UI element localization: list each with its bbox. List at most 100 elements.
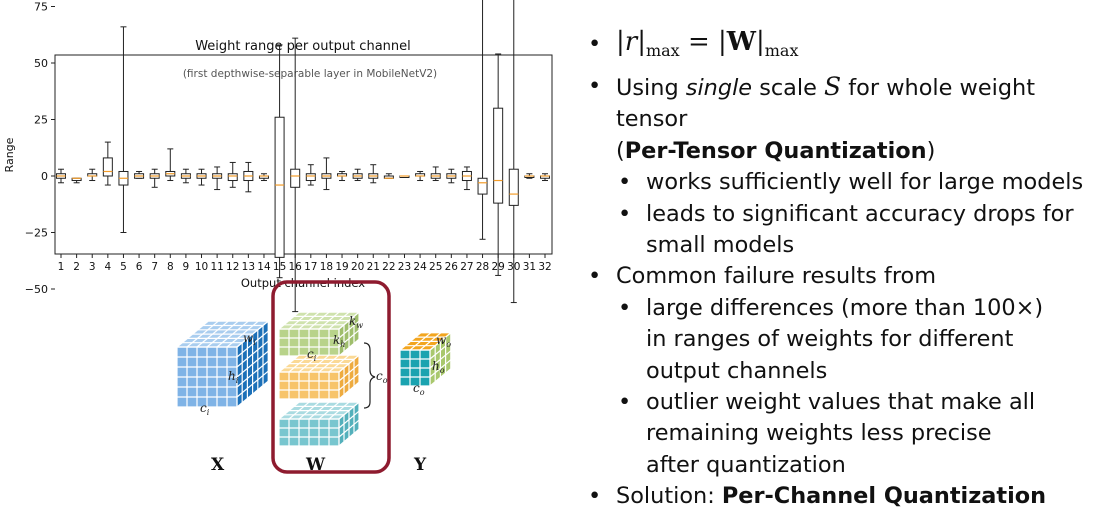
x-tick-label: 9 xyxy=(183,261,190,273)
x-tick-label: 4 xyxy=(104,261,111,273)
figure-panel: Weight range per output channel (first d… xyxy=(3,0,553,475)
cube-grid-line xyxy=(236,330,269,358)
cube-grid-line xyxy=(338,354,360,373)
x-tick-label: 17 xyxy=(304,261,317,273)
box-channel-25 xyxy=(430,166,441,182)
x-tick-label: 5 xyxy=(120,261,127,273)
label-kw: kw xyxy=(349,314,363,330)
cube-y xyxy=(399,332,452,387)
label-wi: wi xyxy=(243,331,256,347)
x-tick-label: 12 xyxy=(226,261,239,273)
box-iqr xyxy=(274,116,285,258)
cube-grid-line xyxy=(429,368,452,387)
cube-grid-line xyxy=(338,311,360,330)
x-tick-label: 18 xyxy=(320,261,333,273)
bullet-outliers: • outlier weight values that make all re… xyxy=(618,389,1036,478)
x-tick-label: 13 xyxy=(242,261,255,273)
box-channel-27 xyxy=(461,166,472,191)
cube-grid-line xyxy=(429,332,452,351)
cube-grid-line xyxy=(338,320,360,339)
y-axis-label: Range xyxy=(3,137,16,172)
box-channel-24 xyxy=(415,170,426,182)
formula-line: • |r|max = |W|max xyxy=(588,22,1103,71)
box-channel-7 xyxy=(149,168,160,188)
cube-grid-line xyxy=(429,341,452,360)
chart-title: Weight range per output channel xyxy=(195,39,411,54)
x-tick-label: 25 xyxy=(429,261,442,273)
x-ticks: 1 2 3 4 5 6 7 8 9 10 11 12 13 14 15 16 17 18 19 20 21 22 23 24 2… xyxy=(58,254,552,273)
bullet-dot: • xyxy=(618,294,632,321)
cube-x xyxy=(176,320,269,408)
x-tick-label: 27 xyxy=(460,261,473,273)
box-channel-1 xyxy=(56,168,66,184)
x-tick-label: 24 xyxy=(413,261,427,273)
plot-frame xyxy=(54,54,553,255)
box-channel-22 xyxy=(383,173,394,179)
cube-grid-line xyxy=(338,372,360,391)
label-wo: wo xyxy=(436,333,451,349)
box-channel-28 xyxy=(477,0,488,240)
x-tick-label: 2 xyxy=(73,261,80,273)
box-channel-9 xyxy=(180,168,191,184)
x-tick-label: 22 xyxy=(382,261,395,273)
bullet-large-models: • works sufficiently well for large mode… xyxy=(588,167,1103,198)
bullet-dot: • xyxy=(588,263,602,290)
tensor-diagram: wi hi ci kw kh ci co wo ho co X W Y xyxy=(176,280,452,475)
y-tick-label: −25 xyxy=(25,227,48,240)
box-iqr xyxy=(102,157,113,177)
box-channel-18 xyxy=(321,157,332,191)
cube-grid-line xyxy=(236,360,269,388)
cube-grid-line xyxy=(338,419,360,438)
box-channel-29 xyxy=(493,53,504,276)
x-tick-label: 7 xyxy=(151,261,158,273)
bullet-failure: • Common failure results from xyxy=(588,261,1103,292)
box-channel-14 xyxy=(258,173,269,182)
x-tick-label: 3 xyxy=(89,261,96,273)
label-ci-w: ci xyxy=(307,347,317,363)
cube-grid-line xyxy=(338,329,360,348)
bullet-dot: • xyxy=(588,73,602,99)
box-channel-11 xyxy=(212,166,223,191)
label-co-brace: co xyxy=(376,369,388,385)
box-channel-19 xyxy=(337,170,348,182)
box-channel-13 xyxy=(243,161,254,193)
cube-w-teal xyxy=(278,401,360,447)
label-X: X xyxy=(211,455,225,475)
box-channel-30 xyxy=(508,0,519,304)
box-iqr xyxy=(227,173,238,182)
x-tick-label: 14 xyxy=(257,261,271,273)
bullet-dot: • xyxy=(618,169,632,196)
label-kh: kh xyxy=(333,333,345,349)
x-tick-label: 10 xyxy=(195,261,208,273)
y-ticks: −50−250255075100 xyxy=(25,1,55,296)
box-channel-15 xyxy=(274,44,285,279)
label-Y: Y xyxy=(413,455,427,475)
cube-w-green xyxy=(278,311,360,357)
x-tick-label: 28 xyxy=(476,261,489,273)
cube-grid-line xyxy=(338,410,360,429)
y-tick-label: 75 xyxy=(34,1,48,14)
cube-grid-line xyxy=(236,340,269,368)
box-channel-20 xyxy=(352,168,363,182)
x-tick-label: 32 xyxy=(538,261,551,273)
box-channel-12 xyxy=(227,161,238,188)
box-channel-2 xyxy=(71,177,82,184)
label-hi: hi xyxy=(228,369,239,385)
cube-grid-line xyxy=(236,350,269,378)
bullet-differences: • large differences (more than 100×) in … xyxy=(618,294,1044,384)
box-channel-5 xyxy=(118,26,129,233)
bullet-per-tensor: • Using single scale S for whole weight … xyxy=(588,72,1036,164)
cube-grid-line xyxy=(236,320,269,348)
box-channel-10 xyxy=(196,168,207,186)
boxes xyxy=(56,0,550,313)
y-tick-label: −50 xyxy=(25,283,48,296)
x-tick-label: 21 xyxy=(367,261,380,273)
x-tick-label: 20 xyxy=(351,261,364,273)
box-channel-16 xyxy=(290,37,301,313)
label-ci-x: ci xyxy=(200,401,210,417)
x-tick-label: 19 xyxy=(335,261,348,273)
y-tick-label: 0 xyxy=(41,170,48,183)
co-brace xyxy=(363,342,376,409)
box-channel-26 xyxy=(446,168,457,184)
x-tick-label: 26 xyxy=(445,261,459,273)
